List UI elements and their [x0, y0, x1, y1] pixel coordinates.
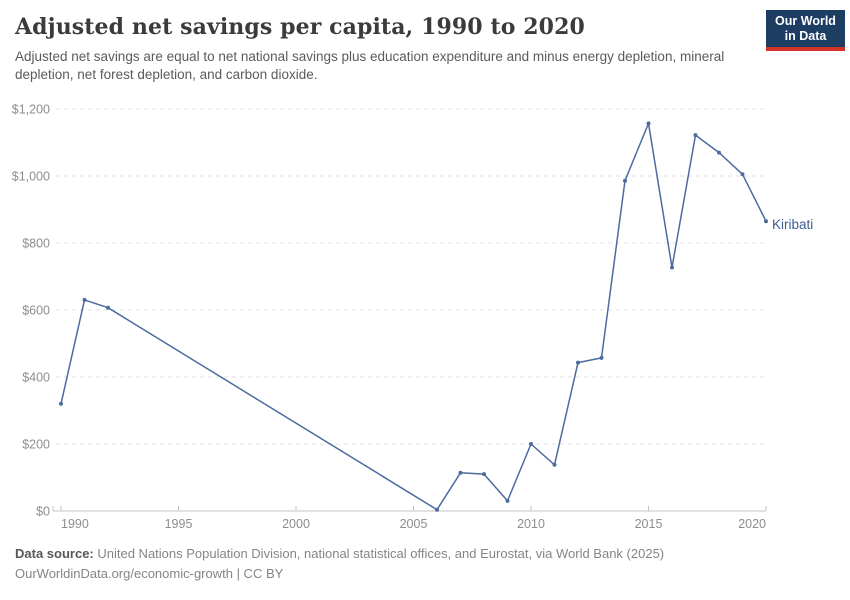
y-tick-label: $1,000 [12, 170, 50, 184]
data-point[interactable] [82, 297, 87, 302]
data-point[interactable] [670, 265, 674, 270]
attribution-line[interactable]: OurWorldinData.org/economic-growth | CC … [15, 566, 284, 581]
x-tick-label: 2010 [517, 517, 545, 531]
x-axis: 1990 1995 2000 2005 2010 2015 2020 [52, 506, 767, 531]
owid-logo-line1: Our World [775, 14, 836, 28]
x-tick-label: 2020 [738, 517, 766, 531]
x-tick-label: 1990 [61, 517, 89, 531]
data-point[interactable] [623, 178, 627, 183]
data-point[interactable] [693, 133, 698, 138]
line-chart-plot[interactable]: $0 $200 $400 $600 $800 $1,000 $1,200 1990 1995 2… [0, 90, 850, 540]
owid-logo[interactable]: Our World in Data [766, 10, 845, 51]
data-point[interactable] [505, 498, 510, 503]
y-tick-label: $600 [22, 304, 50, 318]
y-gridlines [53, 108, 766, 512]
data-point[interactable] [435, 507, 439, 512]
data-point[interactable] [576, 360, 580, 365]
owid-logo-line2: in Data [784, 29, 827, 43]
data-point[interactable] [106, 305, 110, 310]
data-point[interactable] [740, 172, 745, 177]
x-tick-label: 2000 [282, 517, 310, 531]
series-label-kiribati[interactable]: Kiribati [772, 217, 813, 232]
data-point[interactable] [552, 462, 557, 467]
kiribati-line[interactable] [60, 122, 767, 511]
y-tick-label: $800 [22, 237, 50, 251]
data-point[interactable] [646, 121, 651, 126]
chart-footer: Data source: United Nations Population D… [15, 544, 664, 584]
y-tick-label: $200 [22, 438, 50, 452]
data-series[interactable] [59, 121, 768, 512]
chart-title: Adjusted net savings per capita, 1990 to… [15, 14, 585, 40]
x-tick-label: 2005 [400, 517, 428, 531]
data-source-line: Data source: United Nations Population D… [15, 544, 664, 564]
y-tick-label: $400 [22, 371, 50, 385]
data-source-label: Data source: [15, 546, 94, 561]
y-tick-label: $0 [36, 505, 50, 519]
y-axis-labels: $0 $200 $400 $600 $800 $1,000 $1,200 [12, 103, 50, 519]
data-point[interactable] [599, 355, 604, 360]
data-point[interactable] [458, 470, 463, 475]
data-point[interactable] [717, 150, 721, 155]
data-point[interactable] [529, 442, 533, 446]
data-point[interactable] [59, 401, 63, 406]
data-point[interactable] [482, 472, 486, 477]
y-tick-label: $1,200 [12, 103, 50, 117]
x-tick-label: 2015 [635, 517, 663, 531]
data-source-text: United Nations Population Division, nati… [93, 546, 665, 561]
chart-subtitle: Adjusted net savings are equal to net na… [15, 49, 725, 82]
data-point[interactable] [764, 219, 768, 224]
x-tick-label: 1995 [165, 517, 193, 531]
